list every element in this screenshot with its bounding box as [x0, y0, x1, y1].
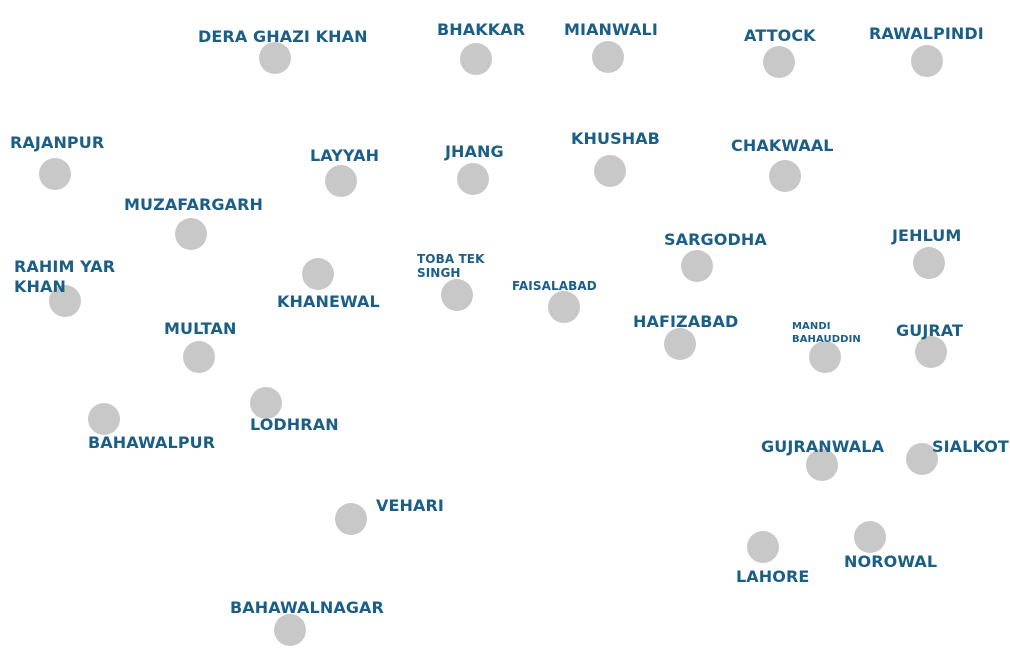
district-marker: [747, 531, 779, 563]
district-marker: [175, 218, 207, 250]
district-label: BAHAWALNAGAR: [230, 598, 384, 617]
district-marker: [854, 521, 886, 553]
district-marker: [548, 291, 580, 323]
district-label: NOROWAL: [844, 552, 938, 571]
district-label: JHANG: [445, 142, 504, 161]
district-marker: [441, 279, 473, 311]
district-marker: [592, 41, 624, 73]
district-label: GUJRANWALA: [761, 437, 885, 456]
district-marker: [594, 155, 626, 187]
district-marker: [49, 285, 81, 317]
district-marker: [250, 387, 282, 419]
district-marker: [259, 42, 291, 74]
district-marker: [183, 341, 215, 373]
district-marker: [39, 158, 71, 190]
district-label: KHANEWAL: [277, 292, 380, 311]
district-label: FAISALABAD: [512, 279, 597, 293]
district-marker: [274, 614, 306, 646]
district-label: MANDI BAHAUDDIN: [792, 321, 861, 345]
district-marker: [806, 449, 838, 481]
district-label: LAYYAH: [310, 146, 380, 165]
district-label: BHAKKAR: [437, 20, 526, 39]
district-label: RAJANPUR: [10, 133, 105, 152]
district-marker: [681, 250, 713, 282]
district-marker: [325, 165, 357, 197]
district-marker: [763, 46, 795, 78]
district-label: HAFIZABAD: [633, 312, 739, 331]
district-label: CHAKWAAL: [731, 136, 834, 155]
district-label: GUJRAT: [896, 321, 964, 340]
district-marker: [809, 341, 841, 373]
district-label: RAWALPINDI: [869, 24, 984, 43]
district-marker: [460, 43, 492, 75]
district-label: ATTOCK: [744, 26, 816, 45]
district-label: SIALKOT: [932, 437, 1009, 456]
district-marker: [906, 443, 938, 475]
district-marker: [664, 328, 696, 360]
district-label: VEHARI: [376, 496, 444, 515]
district-marker: [911, 45, 943, 77]
district-label: SARGODHA: [664, 230, 767, 249]
district-label: TOBA TEK SINGH: [417, 252, 485, 280]
district-marker: [457, 163, 489, 195]
district-label: LODHRAN: [250, 415, 339, 434]
district-label: BAHAWALPUR: [88, 433, 216, 452]
district-marker: [335, 503, 367, 535]
district-label: MUZAFARGARH: [124, 195, 264, 214]
district-marker: [302, 258, 334, 290]
district-marker: [915, 336, 947, 368]
district-label: MIANWALI: [564, 20, 658, 39]
district-label: MULTAN: [164, 319, 237, 338]
district-marker: [769, 160, 801, 192]
district-marker: [913, 247, 945, 279]
district-label: DERA GHAZI KHAN: [198, 27, 368, 46]
district-label: LAHORE: [736, 567, 810, 586]
district-marker: [88, 403, 120, 435]
district-label: JEHLUM: [892, 226, 962, 245]
district-label: KHUSHAB: [571, 129, 660, 148]
district-label: RAHIM YAR KHAN: [14, 257, 116, 296]
